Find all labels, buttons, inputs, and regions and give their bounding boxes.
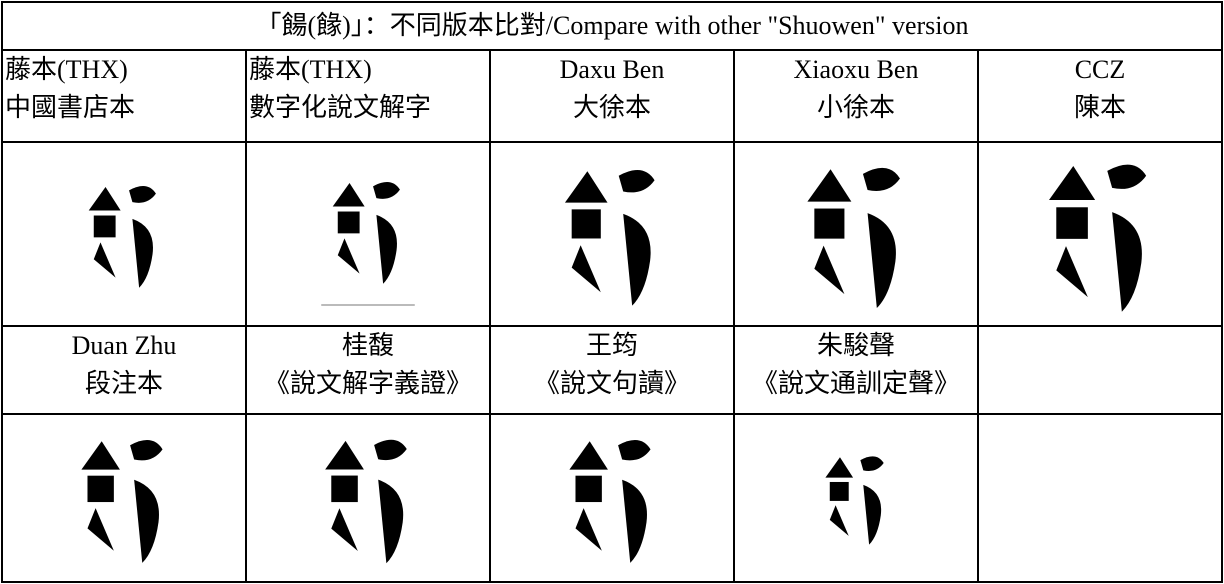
header-text: CCZ [1074,55,1126,84]
image-cell [733,413,979,583]
header-cell: CCZ 陳本 [977,49,1223,143]
image-cell [1,413,247,583]
header-cell: 朱駿聲《說文通訓定聲》 [733,325,979,415]
header-cell: 藤本(THX) 中國書店本 [1,49,247,143]
header-text: 《說文通訓定聲》 [751,369,960,398]
header-cell: Xiaoxu Ben 小徐本 [733,49,979,143]
seal-image [564,170,660,306]
header-text: Duan Zhu [71,331,177,360]
header-text: 陳本 [1073,93,1126,122]
image-cell [977,141,1223,327]
empty-cell [977,325,1223,415]
header-cell: Duan Zhu 段注本 [1,325,247,415]
header-text: 藤本(THX) [249,55,372,84]
seal-image [88,186,160,288]
seal-image [807,167,905,309]
header-text: Daxu Ben [559,55,665,84]
header-cell: Daxu Ben 大徐本 [489,49,735,143]
seal-image [569,440,655,563]
seal-image [825,456,887,545]
seal-image [1049,164,1151,312]
header-text: 桂馥 [341,331,394,360]
seal-image [321,182,415,306]
header-text: Xiaoxu Ben [793,55,919,84]
header-text: 數字化說文解字 [249,93,432,122]
empty-cell [977,413,1223,583]
header-text: 朱駿聲 [816,331,895,360]
image-cell [733,141,979,327]
image-cell [489,413,735,583]
header-text: 《說文句讀》 [533,369,690,398]
image-cell [489,141,735,327]
image-cell [245,413,491,583]
header-text: 王筠 [585,331,638,360]
header-text: 段注本 [84,369,163,398]
header-text: 小徐本 [816,93,895,122]
seal-image [81,440,167,563]
header-text: 《說文解字義證》 [263,369,472,398]
header-text: 中國書店本 [5,93,136,122]
header-text: 藤本(THX) [5,55,128,84]
header-cell: 桂馥《說文解字義證》 [245,325,491,415]
header-cell: 藤本(THX) 數字化說文解字 [245,49,491,143]
image-cell [1,141,247,327]
seal-image [325,439,411,563]
image-cell [245,141,491,327]
header-text: 大徐本 [572,93,651,122]
header-cell: 王筠 《說文句讀》 [489,325,735,415]
table-title: 「餳(餯)」：不同版本比對/Compare with other "Shuowe… [1,1,1223,51]
